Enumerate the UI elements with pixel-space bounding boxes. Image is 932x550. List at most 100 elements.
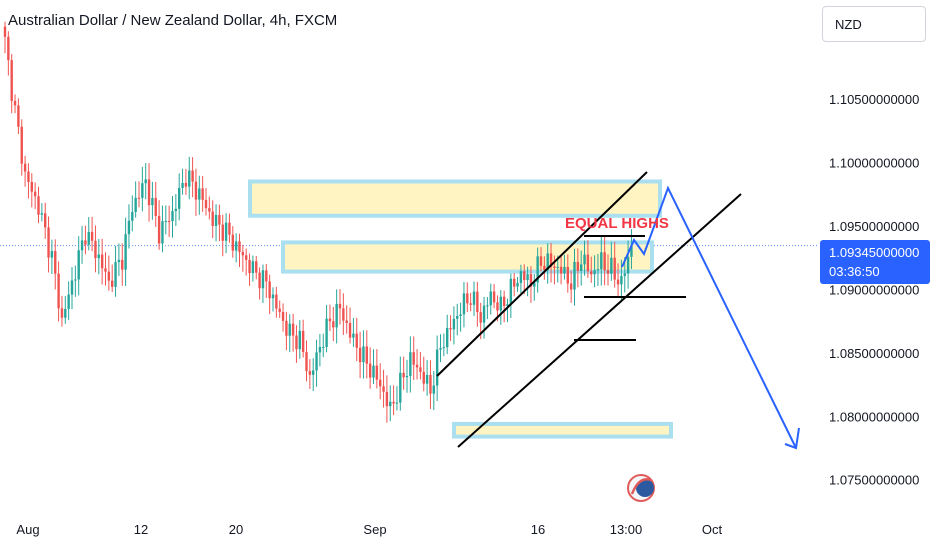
candle-body [231,234,234,251]
candle-body [60,308,64,318]
candle-body [519,271,523,283]
candle-body [7,36,10,61]
candle-body [208,208,211,212]
x-tick-label: 12 [134,522,148,537]
candles-layer [3,21,633,423]
candle-body [301,330,305,353]
candle-body [466,293,469,304]
bar-countdown: 03:36:50 [829,264,880,279]
candle-body [241,251,245,256]
candle-body [429,374,432,394]
candle-body [30,181,33,192]
equal-highs-label: EQUAL HIGHS [565,215,669,232]
y-tick-label: 1.09000000000 [829,282,919,297]
candle-body [17,105,20,127]
candle-body [285,320,288,336]
candle-body [194,181,198,200]
candle-body [456,315,459,319]
candle-body [278,308,281,312]
candle-body [395,402,399,404]
candle-body [40,213,44,215]
candle-body [94,240,97,259]
candle-body [392,401,395,404]
candle-body [415,364,419,368]
candle-body [365,346,368,364]
candle-body [610,257,613,274]
candle-body [573,261,576,290]
candle-body [368,363,372,378]
candle-body [104,268,107,272]
x-tick-label: 13:00 [610,522,643,537]
candle-body [10,60,13,101]
candle-body [409,352,412,376]
logo-badge [627,474,655,502]
candle-body [134,197,137,212]
candle-body [479,312,482,323]
candle-body [161,221,164,244]
candle-body [305,352,308,372]
candle-body [144,179,147,184]
channel-lower-line [457,193,742,448]
candle-body [459,314,462,316]
candle-body [583,254,586,265]
zone-2 [281,240,654,274]
x-tick-label: Sep [363,522,386,537]
candle-body [50,251,54,258]
candle-body [224,222,228,241]
candle-body [452,318,456,330]
candle-body [131,211,134,221]
candle-body [432,385,435,394]
currency-button[interactable]: NZD [822,6,926,42]
candle-body [234,241,238,251]
candle-body [385,391,389,407]
candle-body [566,266,569,284]
candle-body [204,199,208,209]
y-tick-label: 1.10500000000 [829,92,919,107]
candle-body [255,261,258,273]
candle-body [355,333,358,348]
candle-body [312,370,315,375]
candle-body [265,270,268,282]
candle-body [603,252,606,271]
candle-body [372,365,375,378]
candle-body [506,304,509,307]
candle-body [586,254,590,272]
channel-upper-line [436,171,648,377]
candle-body [358,347,362,363]
x-tick-label: Aug [16,522,39,537]
candle-body [238,241,241,252]
candle-body [271,294,275,299]
candle-body [600,252,603,270]
candle-body [191,170,194,182]
candle-body [87,231,90,245]
candle-body [74,279,77,281]
candle-body [553,266,556,269]
candle-body [509,278,513,305]
candle-body [117,259,121,263]
candle-body [348,322,352,338]
candle-body [154,197,157,216]
candle-body [245,255,248,260]
candle-body [151,197,154,206]
candle-body [218,214,221,225]
candle-body [379,379,382,387]
candle-body [77,250,80,280]
candle-body [596,269,600,271]
candle-body [593,270,596,275]
candle-body [188,170,191,187]
candle-body [44,213,47,228]
candle-body [405,375,409,378]
candle-body [529,274,533,287]
candle-body [318,346,322,353]
candle-body [492,291,496,303]
candle-body [382,386,385,392]
last-price: 1.09345000000 [829,245,920,260]
candle-body [496,302,499,311]
candle-body [536,256,539,283]
candle-body [482,305,486,323]
candle-body [549,253,553,267]
projection-path [621,185,797,449]
candle-body [80,240,84,251]
candle-body [419,367,422,372]
